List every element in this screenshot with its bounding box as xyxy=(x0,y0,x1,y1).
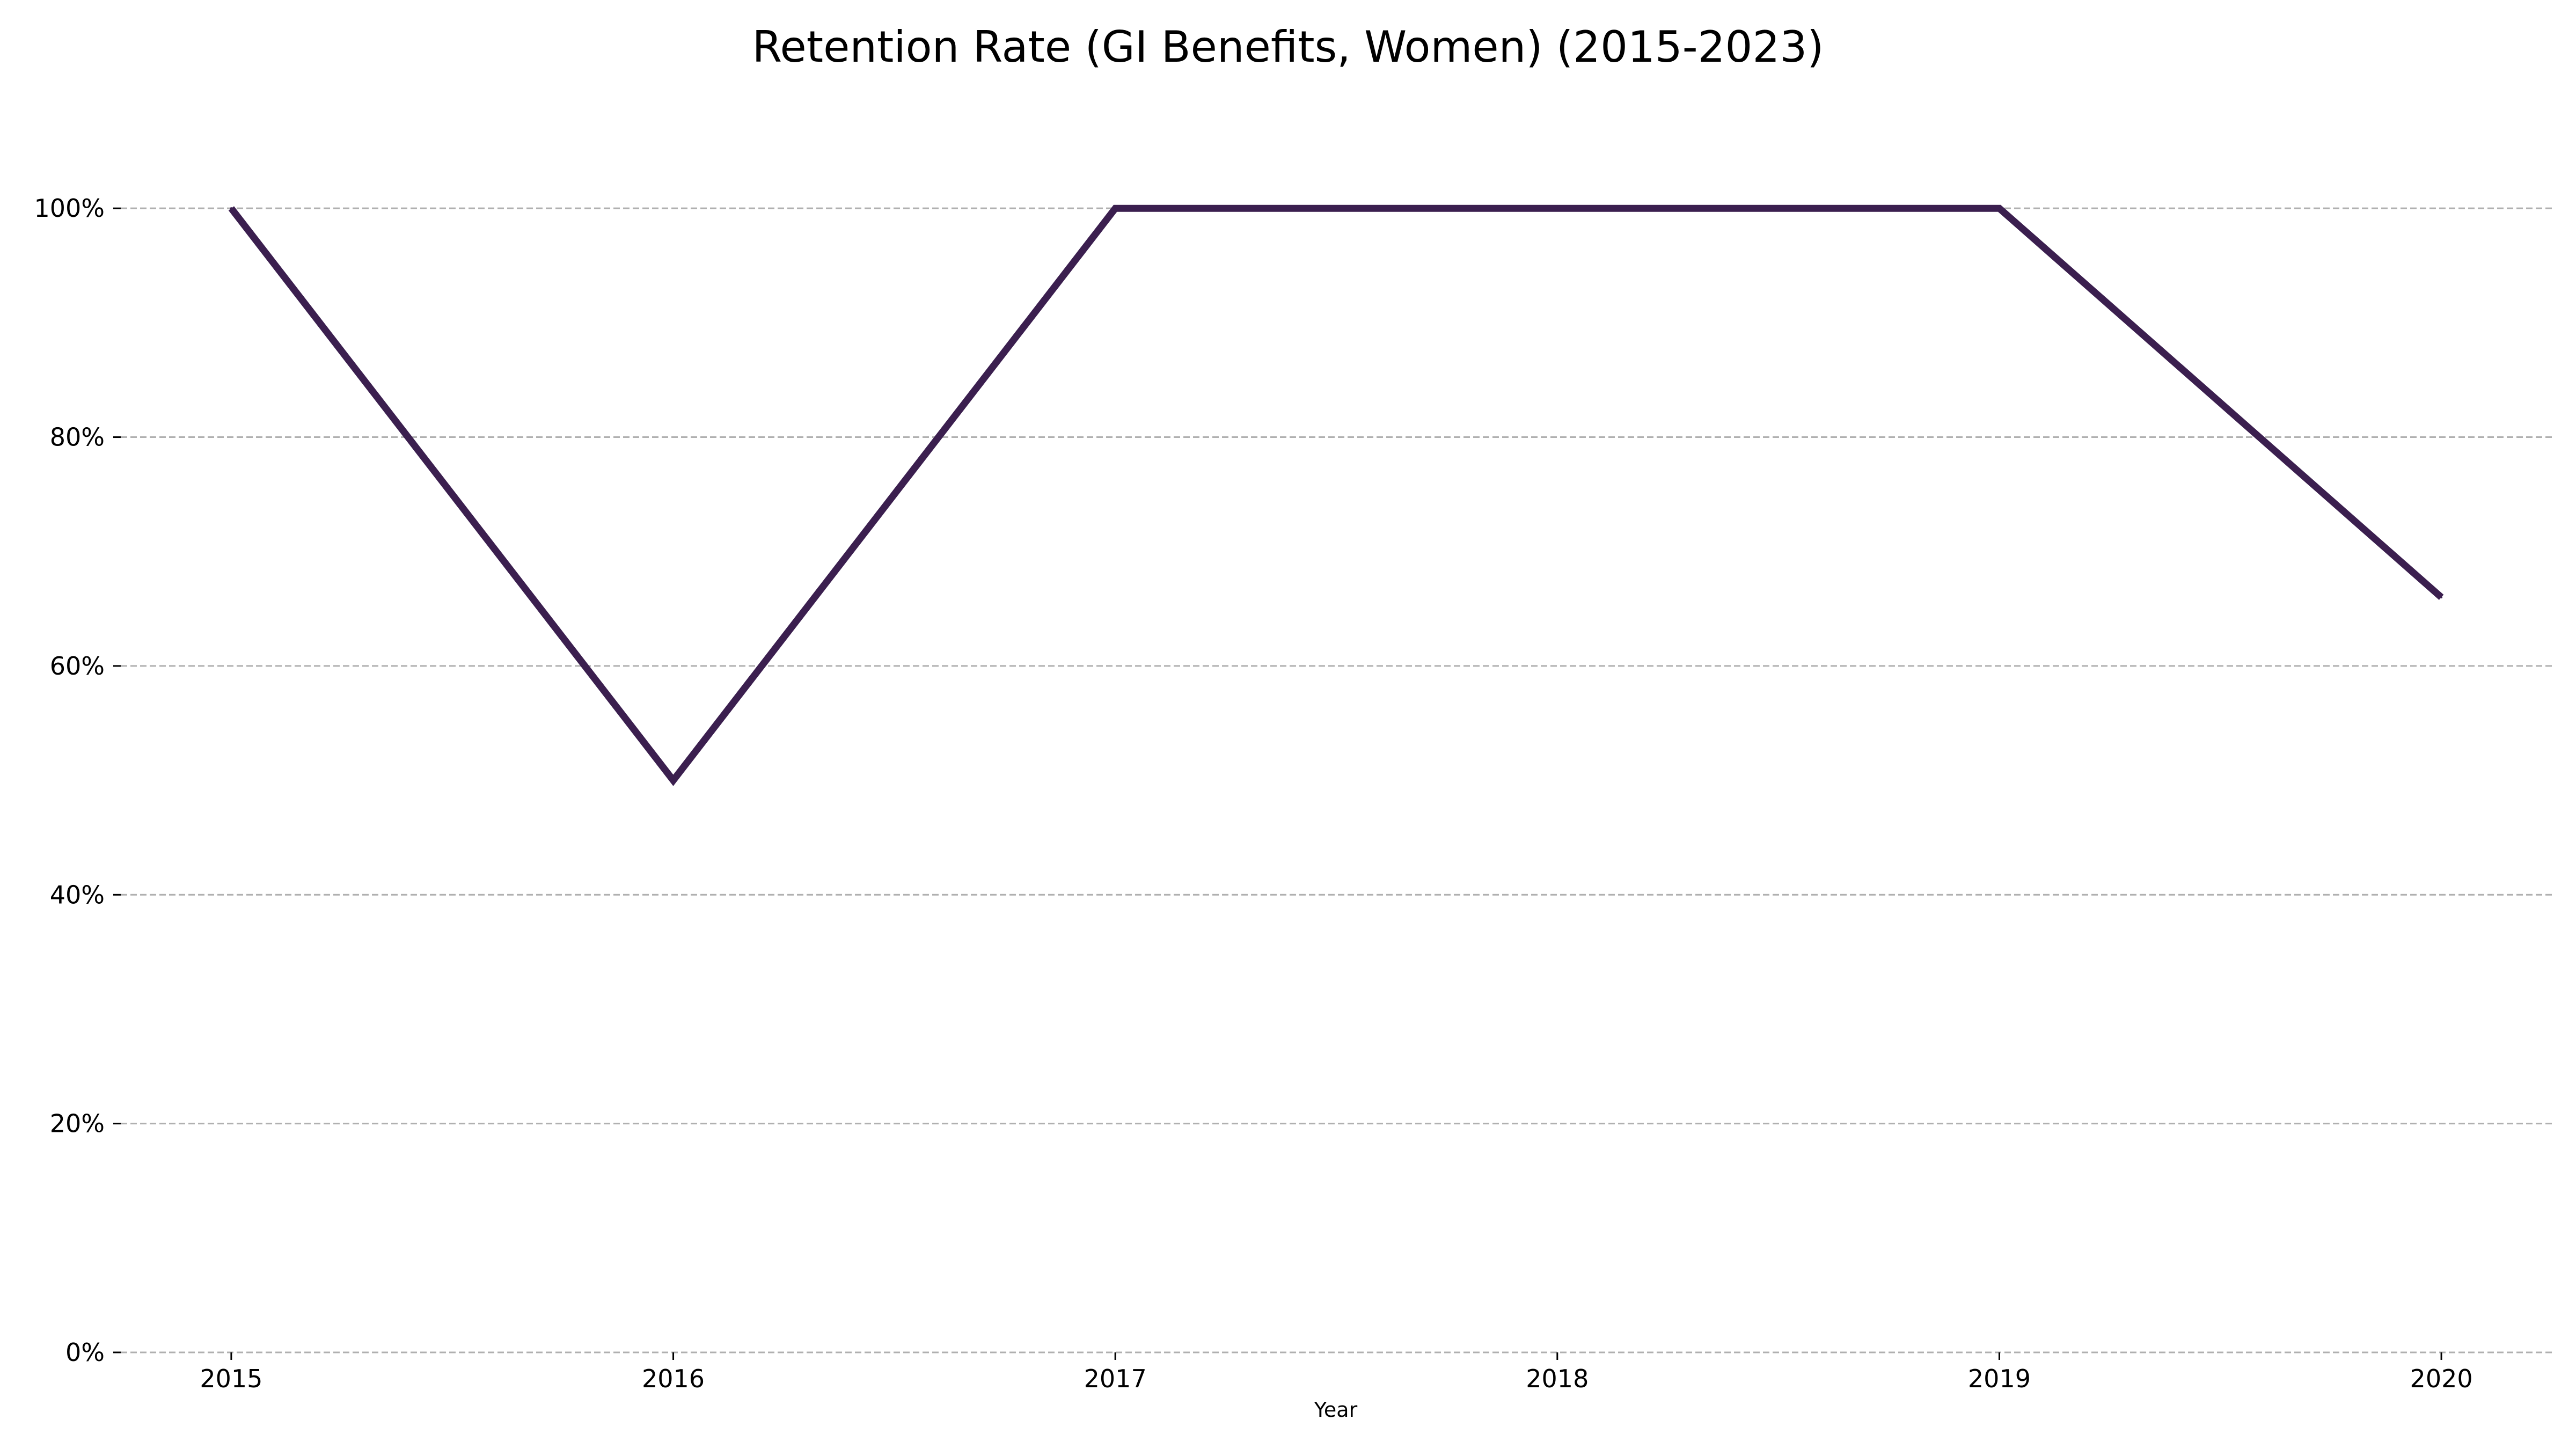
x-axis-ticks: 2015 2016 2017 2018 2019 2020 xyxy=(200,1352,2473,1393)
x-tick-label: 2020 xyxy=(2410,1364,2473,1393)
y-tick-label: 100% xyxy=(34,194,105,223)
data-point xyxy=(230,207,232,210)
y-tick-label: 40% xyxy=(50,880,105,909)
data-point xyxy=(1998,207,2001,210)
series-line-0 xyxy=(228,204,2444,786)
x-tick-label: 2019 xyxy=(1968,1364,2031,1393)
x-tick-label: 2017 xyxy=(1084,1364,1147,1393)
data-point xyxy=(672,779,675,782)
y-axis-ticks: 0% 20% 40% 60% 80% 100% xyxy=(34,194,121,1367)
x-tick-label: 2018 xyxy=(1526,1364,1589,1393)
x-axis-label: Year xyxy=(1314,1398,1358,1422)
y-tick-label: 60% xyxy=(50,652,105,680)
x-tick-label: 2016 xyxy=(642,1364,705,1393)
data-point xyxy=(1114,207,1117,210)
y-tick-label: 0% xyxy=(65,1338,105,1367)
series-layer xyxy=(228,204,2444,786)
chart-title: Retention Rate (GI Benefits, Women) (201… xyxy=(752,22,1824,72)
data-point xyxy=(1556,207,1558,210)
data-point xyxy=(2440,596,2443,598)
y-tick-label: 80% xyxy=(50,423,105,452)
x-tick-label: 2015 xyxy=(200,1364,262,1393)
y-tick-label: 20% xyxy=(50,1109,105,1138)
